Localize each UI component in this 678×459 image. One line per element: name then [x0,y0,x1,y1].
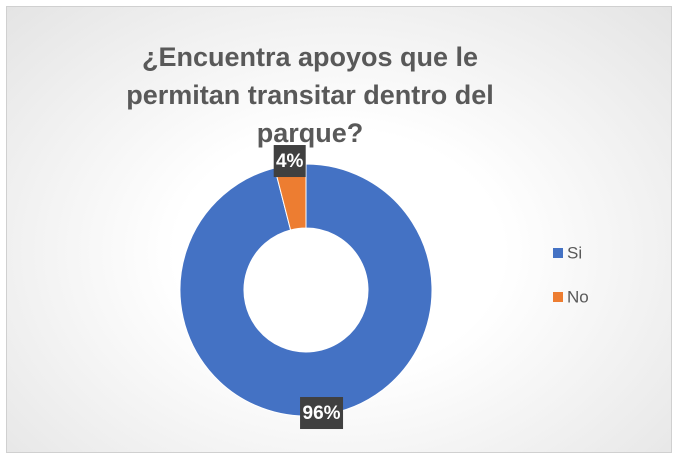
data-label: 96% [303,403,341,424]
donut-segment [179,163,433,417]
data-label-box [300,397,344,430]
data-label-box [273,145,306,178]
legend-label: Si [567,243,582,262]
legend-swatch [553,248,563,258]
legend-label: No [567,287,589,306]
chart-title: ¿Encuentra apoyos que le permitan transi… [126,42,494,148]
data-label: 4% [276,151,304,172]
legend-swatch [553,292,563,302]
